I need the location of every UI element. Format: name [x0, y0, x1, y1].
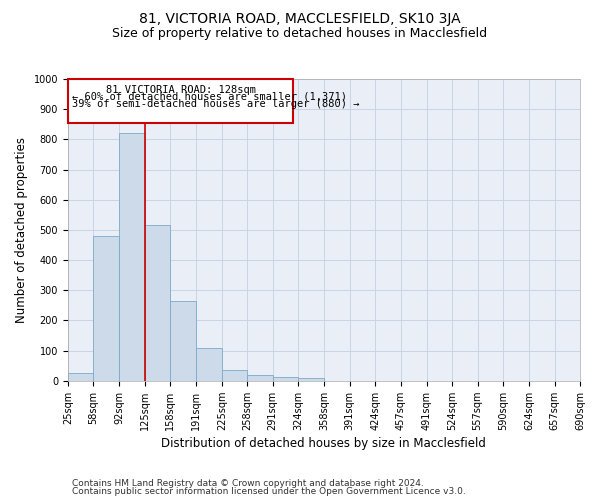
FancyBboxPatch shape — [68, 79, 293, 123]
Text: 81 VICTORIA ROAD: 128sqm: 81 VICTORIA ROAD: 128sqm — [106, 85, 256, 95]
Bar — [298, 378, 324, 381]
Bar — [68, 374, 93, 381]
X-axis label: Distribution of detached houses by size in Macclesfield: Distribution of detached houses by size … — [161, 437, 487, 450]
Bar — [145, 226, 170, 381]
Bar — [119, 134, 145, 381]
Text: ← 60% of detached houses are smaller (1,371): ← 60% of detached houses are smaller (1,… — [71, 92, 347, 102]
Text: Contains public sector information licensed under the Open Government Licence v3: Contains public sector information licen… — [72, 488, 466, 496]
Y-axis label: Number of detached properties: Number of detached properties — [15, 137, 28, 323]
Bar — [222, 370, 247, 381]
Bar — [196, 348, 222, 381]
Bar — [272, 377, 298, 381]
Bar — [170, 301, 196, 381]
Bar — [93, 236, 119, 381]
Text: 39% of semi-detached houses are larger (880) →: 39% of semi-detached houses are larger (… — [71, 99, 359, 109]
Text: 81, VICTORIA ROAD, MACCLESFIELD, SK10 3JA: 81, VICTORIA ROAD, MACCLESFIELD, SK10 3J… — [139, 12, 461, 26]
Text: Contains HM Land Registry data © Crown copyright and database right 2024.: Contains HM Land Registry data © Crown c… — [72, 478, 424, 488]
Text: Size of property relative to detached houses in Macclesfield: Size of property relative to detached ho… — [112, 28, 488, 40]
Bar — [247, 375, 272, 381]
